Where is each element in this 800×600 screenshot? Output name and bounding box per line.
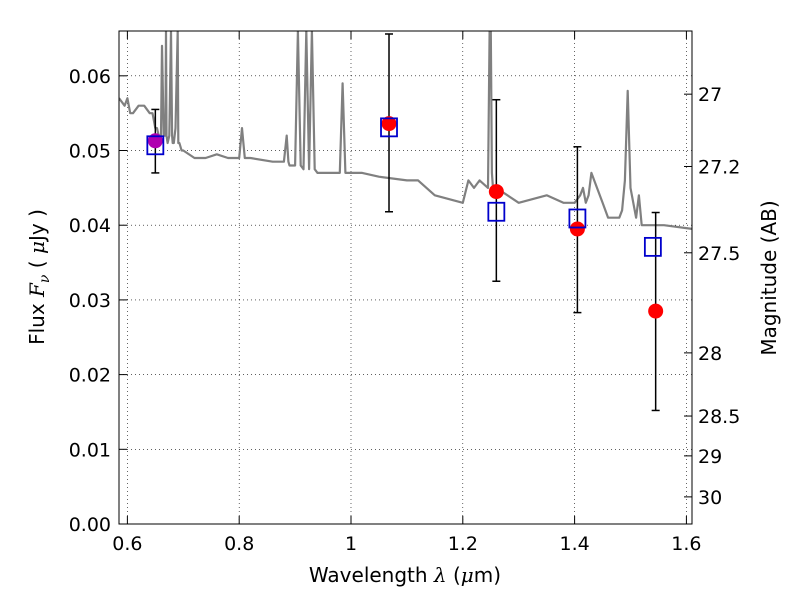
magnitude-tick-label: 28 bbox=[698, 343, 722, 365]
y-tick-label: 0.02 bbox=[69, 365, 111, 387]
observed-points bbox=[147, 116, 664, 319]
observed-point bbox=[488, 184, 504, 200]
model-point bbox=[568, 208, 587, 229]
y-axis-label-unit-rest: Jy ) bbox=[25, 209, 49, 243]
y-axis-ticks: 0.00 0.01 0.02 0.03 0.04 0.05 0.06 bbox=[69, 66, 127, 536]
model-point bbox=[487, 201, 506, 222]
x-axis-label-unit-rest: m) bbox=[474, 563, 501, 587]
y-axis-label-symbol: F bbox=[25, 282, 49, 298]
y-axis-label: Flux Fν ( μJy ) bbox=[25, 209, 53, 345]
y-tick-label: 0.03 bbox=[69, 290, 111, 312]
plot-area bbox=[119, 31, 692, 412]
observed-point bbox=[381, 116, 397, 132]
x-axis-label-unit-open: ( bbox=[447, 563, 461, 587]
y-tick-label: 0.05 bbox=[69, 141, 111, 163]
observed-point bbox=[569, 221, 585, 237]
x-axis-label: Wavelength λ (μm) bbox=[309, 563, 501, 587]
x-tick-label: 1.6 bbox=[671, 533, 701, 555]
x-axis-label-unit-mu: μ bbox=[461, 563, 474, 587]
magnitude-tick-label: 30 bbox=[698, 487, 722, 509]
magnitude-tick-label: 28.5 bbox=[698, 406, 740, 428]
magnitude-tick-label: 27.5 bbox=[698, 243, 740, 265]
model-point bbox=[380, 117, 398, 138]
x-axis-label-prefix: Wavelength bbox=[309, 563, 434, 587]
y-axis-label-subscript: ν bbox=[37, 274, 53, 283]
y-tick-label: 0.04 bbox=[69, 215, 111, 237]
spectrum-line bbox=[119, 31, 692, 230]
x-tick-label: 1.4 bbox=[559, 533, 589, 555]
x-axis-ticks: 0.6 0.8 1 1.2 1.4 1.6 bbox=[112, 31, 702, 555]
model-spectrum bbox=[119, 31, 692, 230]
x-tick-label: 0.6 bbox=[112, 533, 142, 555]
model-point bbox=[146, 135, 165, 156]
magnitude-tick-label: 27 bbox=[698, 84, 722, 106]
y2-axis-label: Magnitude (AB) bbox=[757, 200, 781, 355]
grid-lines bbox=[119, 31, 692, 525]
x-tick-label: 1.2 bbox=[448, 533, 478, 555]
observed-point bbox=[648, 303, 664, 319]
error-bars bbox=[151, 33, 660, 412]
x-tick-label: 0.8 bbox=[224, 533, 254, 555]
y-tick-label: 0.06 bbox=[69, 66, 111, 88]
model-photometry-points bbox=[146, 117, 662, 257]
magnitude-axis-ticks: 27 27.2 27.5 28 28.5 29 30 bbox=[684, 84, 740, 509]
y-tick-label: 0.01 bbox=[69, 439, 111, 461]
y-axis-label-unit-open: ( bbox=[25, 254, 49, 275]
magnitude-tick-label: 29 bbox=[698, 446, 722, 468]
plot-frame bbox=[118, 30, 693, 525]
model-point bbox=[643, 236, 662, 257]
y-axis-label-unit-mu: μ bbox=[25, 241, 49, 254]
magnitude-tick-label: 27.2 bbox=[698, 156, 740, 178]
x-axis-label-symbol: λ bbox=[433, 563, 447, 587]
y-axis-label-prefix: Flux bbox=[25, 297, 49, 345]
y-tick-label: 0.00 bbox=[69, 514, 111, 536]
x-tick-label: 1 bbox=[345, 533, 357, 555]
